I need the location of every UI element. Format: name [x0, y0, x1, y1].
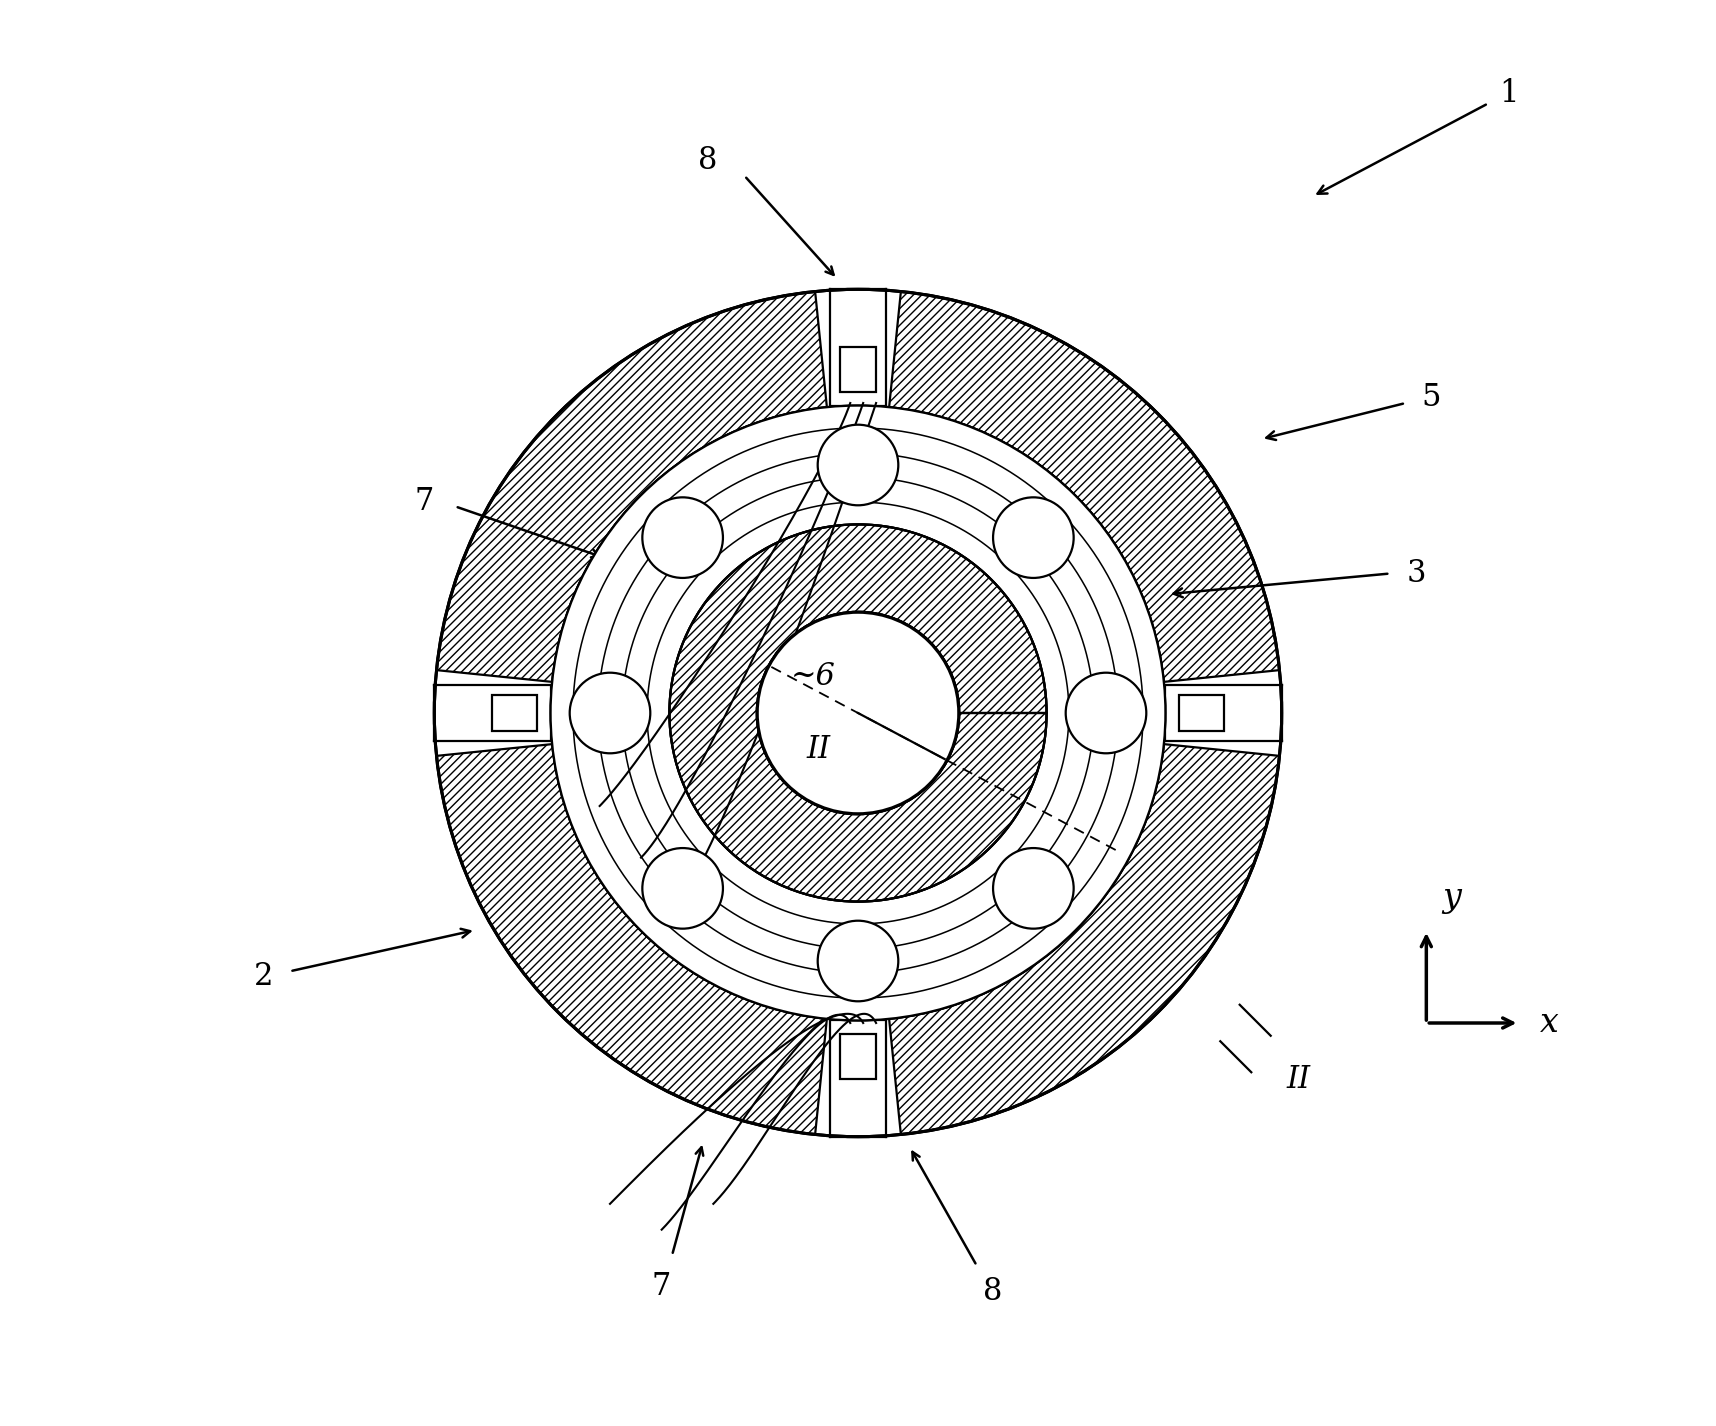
- Polygon shape: [1004, 518, 1162, 696]
- Bar: [434, 684, 551, 742]
- Bar: [829, 289, 887, 405]
- Circle shape: [819, 921, 897, 1001]
- Text: y: y: [1441, 883, 1460, 914]
- Polygon shape: [669, 525, 1047, 901]
- Text: II: II: [1287, 1064, 1311, 1095]
- Circle shape: [819, 425, 897, 505]
- Polygon shape: [436, 291, 827, 682]
- Text: 8: 8: [983, 1276, 1002, 1308]
- Bar: [1179, 694, 1224, 732]
- Text: 7: 7: [414, 486, 434, 516]
- Polygon shape: [889, 744, 1280, 1135]
- Circle shape: [434, 289, 1282, 1137]
- Bar: [1165, 684, 1282, 742]
- Text: 5: 5: [1423, 382, 1441, 414]
- Bar: [839, 348, 877, 392]
- Polygon shape: [891, 412, 1054, 566]
- Circle shape: [642, 498, 722, 578]
- Polygon shape: [875, 860, 1054, 1017]
- Text: 1: 1: [1500, 77, 1519, 108]
- Circle shape: [994, 848, 1074, 928]
- Circle shape: [1066, 673, 1146, 753]
- Polygon shape: [889, 291, 1280, 682]
- Bar: [839, 1034, 877, 1078]
- Circle shape: [570, 673, 650, 753]
- Text: 3: 3: [1405, 558, 1426, 589]
- Polygon shape: [662, 860, 841, 1017]
- Text: II: II: [807, 733, 831, 764]
- Circle shape: [551, 405, 1165, 1021]
- Polygon shape: [994, 730, 1162, 928]
- Circle shape: [757, 612, 959, 814]
- Bar: [492, 694, 537, 732]
- Bar: [829, 1021, 887, 1137]
- Text: x: x: [1539, 1007, 1558, 1040]
- Text: 2: 2: [254, 961, 273, 992]
- Polygon shape: [554, 518, 712, 696]
- Text: 7: 7: [652, 1271, 671, 1302]
- Circle shape: [757, 612, 959, 814]
- Polygon shape: [554, 730, 712, 908]
- Circle shape: [994, 498, 1074, 578]
- Text: ~6: ~6: [791, 662, 836, 693]
- Polygon shape: [436, 744, 827, 1135]
- Circle shape: [642, 848, 722, 928]
- Polygon shape: [662, 412, 825, 566]
- Text: 8: 8: [698, 144, 717, 175]
